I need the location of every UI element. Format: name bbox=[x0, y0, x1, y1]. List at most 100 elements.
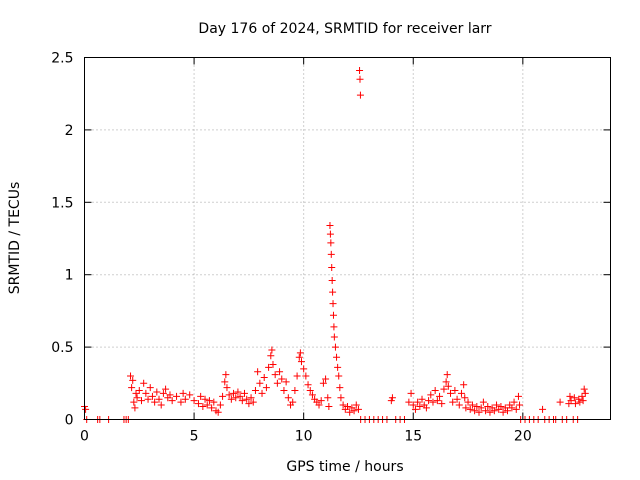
data-point bbox=[484, 402, 492, 410]
data-point bbox=[208, 404, 216, 412]
data-point bbox=[328, 263, 336, 271]
y-axis-label: SRMTID / TECUs bbox=[7, 182, 23, 295]
data-point bbox=[251, 387, 259, 395]
data-point bbox=[135, 387, 143, 395]
data-point bbox=[142, 389, 150, 397]
data-point bbox=[153, 388, 161, 396]
data-point bbox=[556, 398, 564, 406]
data-point bbox=[482, 407, 490, 415]
data-point bbox=[302, 372, 310, 380]
data-point bbox=[157, 401, 165, 409]
data-point bbox=[444, 382, 452, 390]
data-point bbox=[443, 371, 451, 379]
data-point bbox=[230, 389, 238, 397]
data-point bbox=[328, 276, 336, 284]
data-point bbox=[173, 392, 181, 400]
data-point bbox=[570, 394, 578, 402]
data-point bbox=[539, 405, 547, 413]
data-point bbox=[155, 395, 163, 403]
data-point bbox=[508, 404, 516, 412]
data-point bbox=[324, 394, 332, 402]
data-point bbox=[268, 346, 276, 354]
x-tick-label: 5 bbox=[190, 429, 199, 445]
data-point bbox=[273, 379, 281, 387]
data-point bbox=[262, 384, 270, 392]
data-point bbox=[461, 394, 469, 402]
data-point bbox=[168, 397, 176, 405]
data-point bbox=[247, 394, 255, 402]
data-point bbox=[127, 372, 135, 380]
data-point bbox=[414, 398, 422, 406]
data-point bbox=[512, 405, 520, 413]
data-point bbox=[295, 353, 303, 361]
data-point bbox=[346, 408, 354, 416]
data-points bbox=[81, 67, 589, 423]
data-point bbox=[325, 402, 333, 410]
data-point bbox=[210, 398, 218, 406]
data-point bbox=[179, 389, 187, 397]
data-point bbox=[326, 221, 334, 229]
data-point bbox=[245, 400, 253, 408]
data-point bbox=[284, 394, 292, 402]
data-point bbox=[475, 408, 483, 416]
data-point bbox=[181, 395, 189, 403]
data-point bbox=[451, 387, 459, 395]
data-point bbox=[510, 398, 518, 406]
data-point bbox=[329, 300, 337, 308]
data-point bbox=[455, 401, 463, 409]
data-point bbox=[133, 394, 141, 402]
data-point bbox=[317, 397, 325, 405]
data-point bbox=[429, 398, 437, 406]
data-point bbox=[344, 402, 351, 410]
grid bbox=[84, 57, 611, 420]
data-point bbox=[493, 401, 501, 409]
data-point bbox=[503, 407, 511, 415]
data-point bbox=[322, 375, 330, 383]
data-point bbox=[132, 389, 140, 397]
data-point bbox=[278, 375, 286, 383]
data-point bbox=[236, 392, 244, 400]
data-point bbox=[269, 360, 277, 368]
data-point bbox=[418, 395, 426, 403]
data-point bbox=[436, 392, 444, 400]
data-point bbox=[225, 391, 233, 399]
data-point bbox=[162, 385, 170, 393]
data-point bbox=[486, 408, 494, 416]
data-point bbox=[462, 404, 470, 412]
data-point bbox=[128, 384, 136, 392]
data-point bbox=[221, 378, 229, 386]
data-point bbox=[479, 398, 487, 406]
data-point bbox=[388, 394, 396, 402]
x-tick-label: 0 bbox=[80, 429, 89, 445]
plot-frame bbox=[84, 57, 611, 420]
data-point bbox=[315, 401, 323, 409]
data-point bbox=[580, 385, 588, 393]
x-tick-label: 20 bbox=[514, 429, 532, 445]
data-point bbox=[471, 407, 479, 415]
data-point bbox=[197, 392, 205, 400]
data-point bbox=[232, 394, 240, 402]
data-point bbox=[243, 395, 251, 403]
data-point bbox=[203, 401, 211, 409]
data-point bbox=[194, 400, 202, 408]
x-axis-label: GPS time / hours bbox=[286, 459, 403, 475]
data-point bbox=[265, 363, 273, 371]
data-point bbox=[411, 405, 419, 413]
data-point bbox=[473, 402, 481, 410]
data-point bbox=[354, 405, 362, 413]
data-point bbox=[222, 371, 230, 379]
y-tick-label: 1 bbox=[65, 268, 74, 284]
data-point bbox=[304, 381, 312, 389]
data-point bbox=[387, 397, 395, 405]
data-point bbox=[352, 401, 360, 409]
x-tick-label: 10 bbox=[295, 429, 313, 445]
data-point bbox=[516, 401, 524, 409]
data-point bbox=[356, 91, 364, 99]
data-point bbox=[499, 408, 507, 416]
data-point bbox=[201, 395, 209, 403]
data-point bbox=[581, 389, 589, 397]
data-point bbox=[468, 401, 476, 409]
data-point bbox=[440, 385, 448, 393]
data-point bbox=[130, 398, 138, 406]
